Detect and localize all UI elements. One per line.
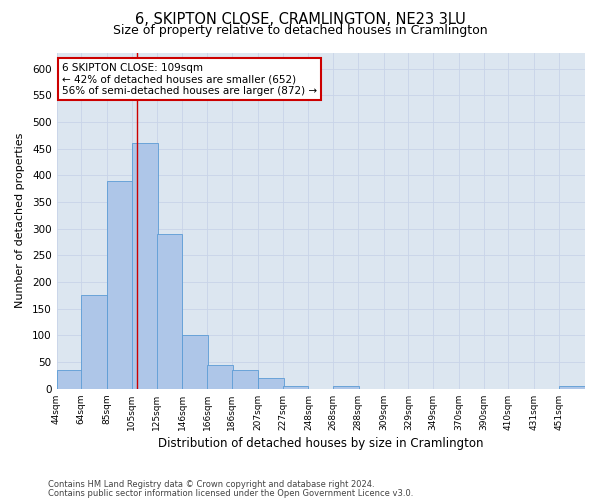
Bar	[107, 180, 133, 389]
Text: Size of property relative to detached houses in Cramlington: Size of property relative to detached ho…	[113, 24, 487, 37]
Y-axis label: Number of detached properties: Number of detached properties	[15, 133, 25, 308]
Bar	[207, 365, 233, 389]
Bar	[559, 386, 585, 389]
Bar	[157, 234, 182, 389]
Text: Contains HM Land Registry data © Crown copyright and database right 2024.: Contains HM Land Registry data © Crown c…	[48, 480, 374, 489]
Bar	[132, 144, 158, 389]
Bar	[182, 336, 208, 389]
Bar	[232, 370, 258, 389]
Text: Contains public sector information licensed under the Open Government Licence v3: Contains public sector information licen…	[48, 489, 413, 498]
Text: 6 SKIPTON CLOSE: 109sqm
← 42% of detached houses are smaller (652)
56% of semi-d: 6 SKIPTON CLOSE: 109sqm ← 42% of detache…	[62, 62, 317, 96]
X-axis label: Distribution of detached houses by size in Cramlington: Distribution of detached houses by size …	[158, 437, 484, 450]
Bar	[56, 370, 82, 389]
Bar	[258, 378, 284, 389]
Bar	[333, 386, 359, 389]
Text: 6, SKIPTON CLOSE, CRAMLINGTON, NE23 3LU: 6, SKIPTON CLOSE, CRAMLINGTON, NE23 3LU	[134, 12, 466, 28]
Bar	[283, 386, 308, 389]
Bar	[81, 296, 107, 389]
